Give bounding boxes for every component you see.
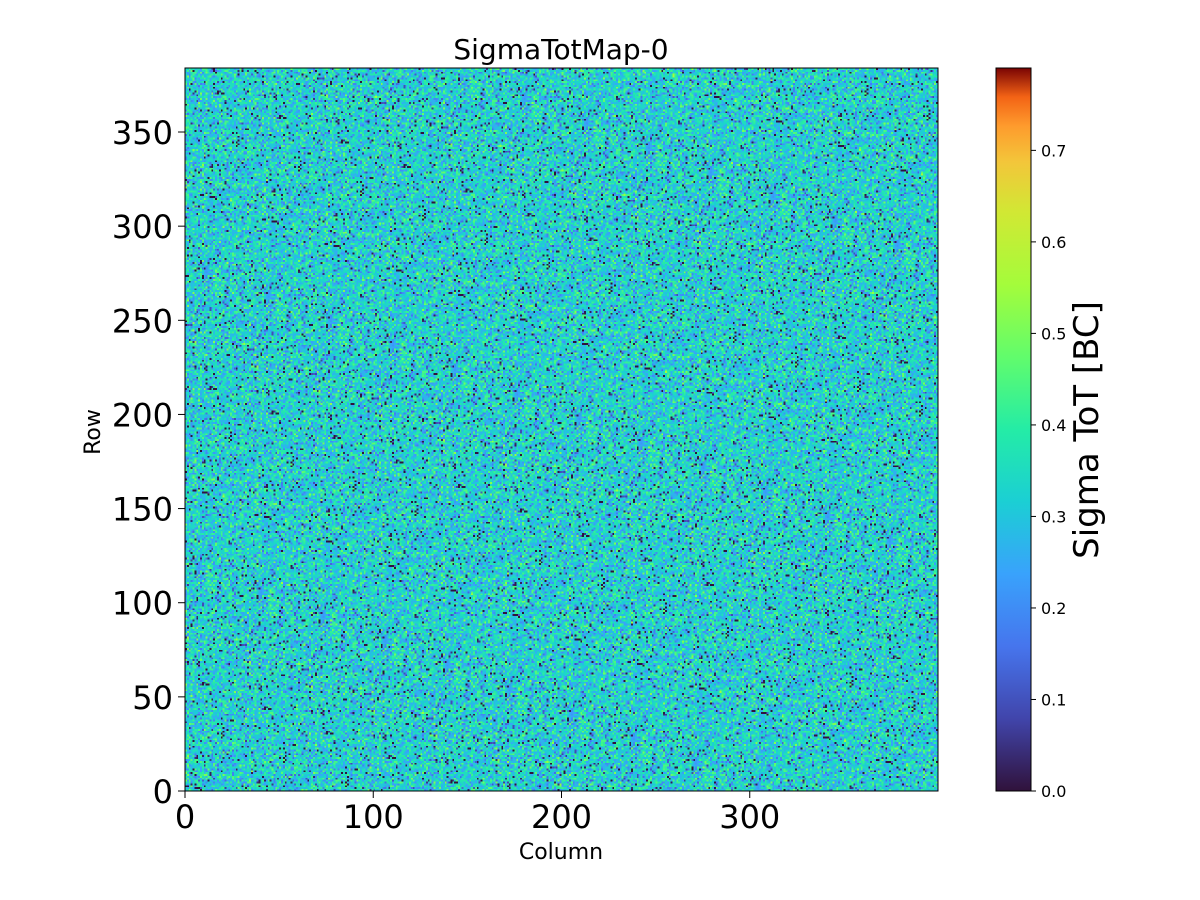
x-tick-label: 200 — [531, 798, 592, 836]
x-tick-label: 100 — [343, 798, 404, 836]
colorbar-tick-label: 0.5 — [1041, 324, 1066, 343]
y-tick-label: 200 — [112, 396, 173, 434]
colorbar-tick-label: 0.2 — [1041, 599, 1066, 618]
y-tick-label: 0 — [153, 773, 173, 811]
x-axis-ticks: 0 100 200 300 — [175, 791, 780, 836]
colorbar-label: Sigma ToT [BC] — [1067, 301, 1107, 559]
colorbar-tick-label: 0.6 — [1041, 233, 1066, 252]
y-tick-label: 100 — [112, 585, 173, 623]
y-tick-label: 150 — [112, 491, 173, 529]
x-axis-label: Column — [519, 840, 603, 865]
colorbar-tick-label: 0.0 — [1041, 782, 1066, 801]
chart-title: SigmaTotMap-0 — [453, 33, 668, 66]
y-axis-ticks: 0 50 100 150 200 250 300 350 — [112, 114, 185, 811]
y-axis-label: Row — [81, 409, 106, 455]
heatmap-image — [185, 68, 938, 791]
colorbar-tick-label: 0.4 — [1041, 416, 1066, 435]
colorbar-gradient — [995, 67, 1032, 792]
plot-area — [184, 67, 939, 792]
y-tick-label: 350 — [112, 114, 173, 152]
y-tick-label: 250 — [112, 302, 173, 340]
y-tick-label: 50 — [132, 679, 173, 717]
colorbar-tick-label: 0.1 — [1041, 690, 1066, 709]
x-tick-label: 300 — [719, 798, 780, 836]
colorbar: 0.0 0.1 0.2 0.3 0.4 0.5 0.6 0.7 Sigma ToT [BC] — [995, 67, 1107, 801]
colorbar-tick-label: 0.3 — [1041, 507, 1066, 526]
y-tick-label: 300 — [112, 208, 173, 246]
colorbar-tick-label: 0.7 — [1041, 141, 1066, 160]
x-tick-label: 0 — [175, 798, 195, 836]
colorbar-ticks: 0.0 0.1 0.2 0.3 0.4 0.5 0.6 0.7 — [1031, 141, 1066, 801]
